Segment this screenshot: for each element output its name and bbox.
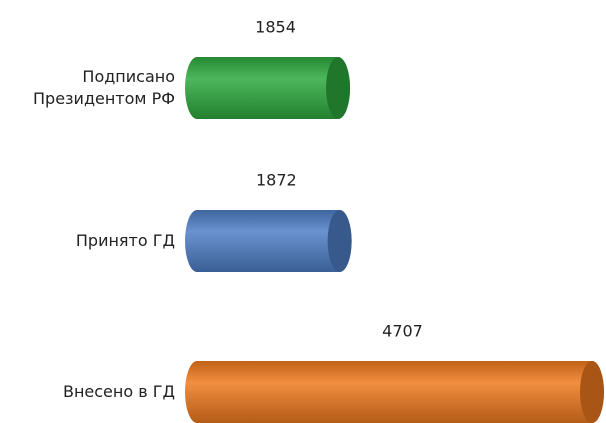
data-label: 1854 [255, 18, 296, 37]
bar-cap [580, 361, 604, 423]
bar [185, 210, 352, 272]
bar-cap [327, 210, 352, 272]
category-label: Внесено в ГД [62, 382, 175, 401]
bar [185, 361, 604, 423]
data-label: 1872 [256, 171, 297, 190]
bar-cap [326, 57, 351, 119]
data-label: 4707 [382, 322, 423, 341]
category-label: Подписано Президентом РФ [33, 67, 175, 108]
category-label: Принято ГД [75, 231, 175, 250]
bar [185, 57, 351, 119]
